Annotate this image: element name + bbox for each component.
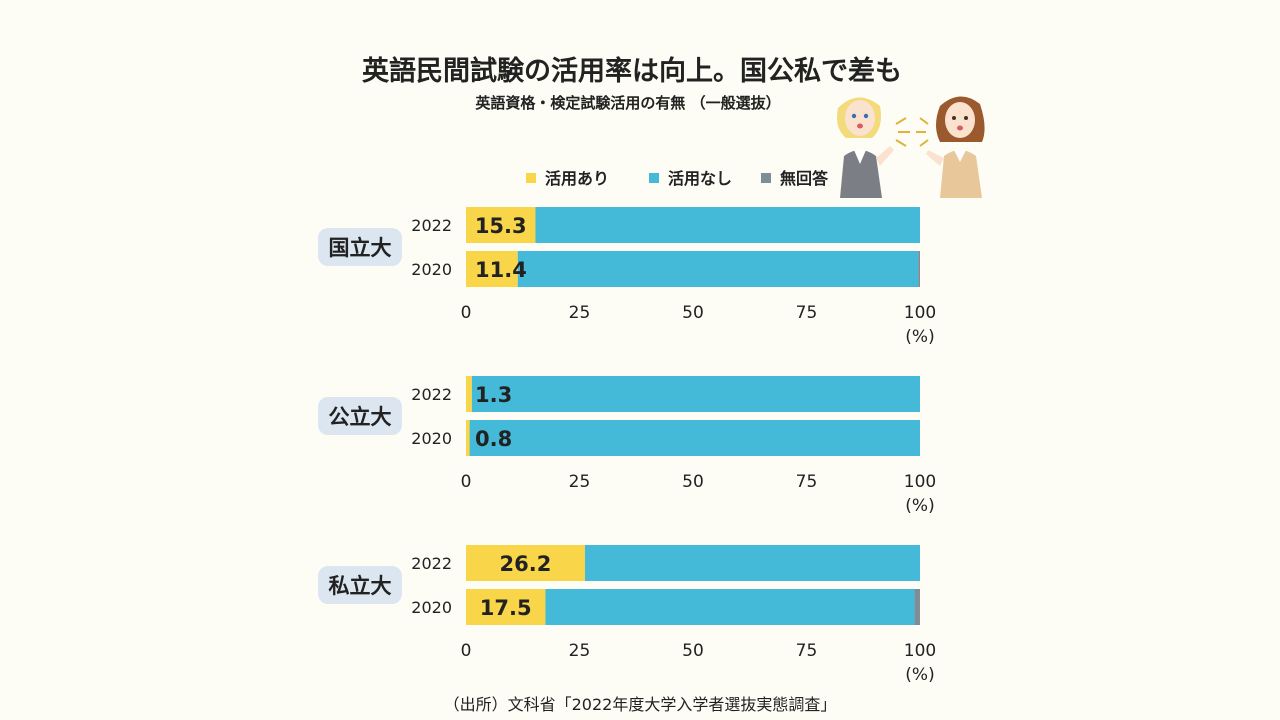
legend-swatch — [526, 173, 536, 183]
legend-label: 活用なし — [668, 169, 732, 188]
chart-subtitle: 英語資格・検定試験活用の有無 （一般選抜） — [475, 94, 780, 112]
bar-not-used — [471, 376, 920, 412]
data-label: 26.2 — [500, 552, 552, 576]
x-unit-label: (%) — [905, 496, 934, 516]
bar-used — [466, 545, 585, 581]
bar-used — [466, 251, 518, 287]
bar-not-used — [469, 420, 920, 456]
two-women-talking-illustration — [837, 96, 985, 198]
legend-label: 活用あり — [545, 169, 609, 188]
speech-lines-icon — [895, 117, 929, 147]
x-tick-label: 25 — [569, 641, 591, 661]
chart-title: 英語民間試験の活用率は向上。国公私で差も — [362, 55, 902, 87]
bar-used — [466, 207, 536, 243]
data-label: 15.3 — [475, 214, 527, 238]
x-tick-label: 0 — [461, 641, 472, 661]
source-note: （出所）文科省「2022年度大学入学者選抜実態調査」 — [444, 695, 837, 714]
x-tick-label: 0 — [461, 472, 472, 492]
year-label: 2022 — [411, 385, 452, 404]
data-label: 0.8 — [475, 427, 512, 451]
bar-not-used — [535, 207, 920, 243]
bar-group: 私立大 2022 26.2 2020 17.5 0 25 50 75 100 (%) — [318, 545, 936, 685]
x-tick-label: 100 — [904, 641, 936, 661]
group-label-box — [318, 228, 402, 266]
year-label: 2020 — [411, 260, 452, 279]
x-tick-label: 25 — [569, 472, 591, 492]
group-label-box — [318, 566, 402, 604]
data-label: 1.3 — [475, 383, 512, 407]
x-tick-label: 75 — [796, 641, 818, 661]
legend: 活用あり 活用なし 無回答 — [526, 169, 829, 188]
x-tick-label: 75 — [796, 303, 818, 323]
x-tick-label: 50 — [682, 303, 704, 323]
x-unit-label: (%) — [905, 665, 934, 685]
bar-group: 公立大 2022 1.3 2020 0.8 0 25 50 75 100 (%) — [318, 376, 936, 516]
x-tick-label: 0 — [461, 303, 472, 323]
bar-group: 国立大 2022 15.3 2020 11.4 0 25 50 75 100 (%) — [318, 207, 936, 347]
year-label: 2022 — [411, 554, 452, 573]
bar-used — [466, 420, 470, 456]
group-label: 私立大 — [329, 574, 392, 598]
x-tick-label: 75 — [796, 472, 818, 492]
data-label: 11.4 — [475, 258, 527, 282]
x-unit-label: (%) — [905, 327, 934, 347]
group-label-box — [318, 397, 402, 435]
bar-used — [466, 589, 546, 625]
year-label: 2022 — [411, 216, 452, 235]
year-label: 2020 — [411, 598, 452, 617]
x-tick-label: 25 — [569, 303, 591, 323]
group-label: 国立大 — [329, 236, 392, 260]
legend-swatch — [649, 173, 659, 183]
bar-no-answer — [918, 251, 920, 287]
data-label: 17.5 — [480, 596, 532, 620]
year-label: 2020 — [411, 429, 452, 448]
legend-label: 無回答 — [780, 169, 829, 188]
x-tick-label: 100 — [904, 303, 936, 323]
woman-left-icon — [837, 97, 894, 198]
bar-groups: 国立大 2022 15.3 2020 11.4 0 25 50 75 100 (%) 公立大 2022 1… — [318, 207, 936, 685]
group-label: 公立大 — [329, 405, 392, 429]
x-tick-label: 50 — [682, 641, 704, 661]
bar-no-answer — [914, 589, 920, 625]
woman-right-icon — [926, 96, 985, 198]
bar-not-used — [545, 589, 915, 625]
legend-swatch — [761, 173, 771, 183]
bar-not-used — [517, 251, 919, 287]
bar-not-used — [584, 545, 920, 581]
x-tick-label: 100 — [904, 472, 936, 492]
bar-used — [466, 376, 472, 412]
x-tick-label: 50 — [682, 472, 704, 492]
